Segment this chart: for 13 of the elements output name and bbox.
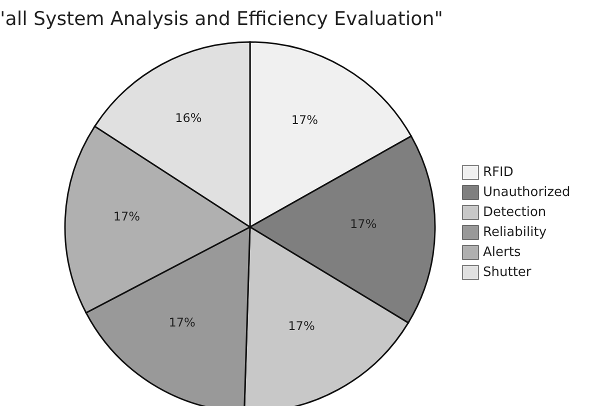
legend-label: Shutter: [483, 264, 532, 280]
data-label: 17%: [168, 315, 196, 330]
legend-label: Reliability: [483, 224, 547, 240]
data-label: 17%: [113, 209, 140, 224]
legend-label: Alerts: [483, 244, 521, 260]
legend-label: Unauthorized: [483, 184, 570, 200]
data-label: 17%: [288, 319, 315, 334]
data-label: 17%: [350, 216, 377, 231]
data-label: 16%: [175, 110, 202, 125]
data-label: 17%: [291, 112, 318, 127]
chart-title: 'all System Analysis and Efficiency Evaluation": [0, 8, 444, 30]
legend-label: Detection: [483, 204, 546, 220]
legend-label: RFID: [483, 164, 514, 180]
